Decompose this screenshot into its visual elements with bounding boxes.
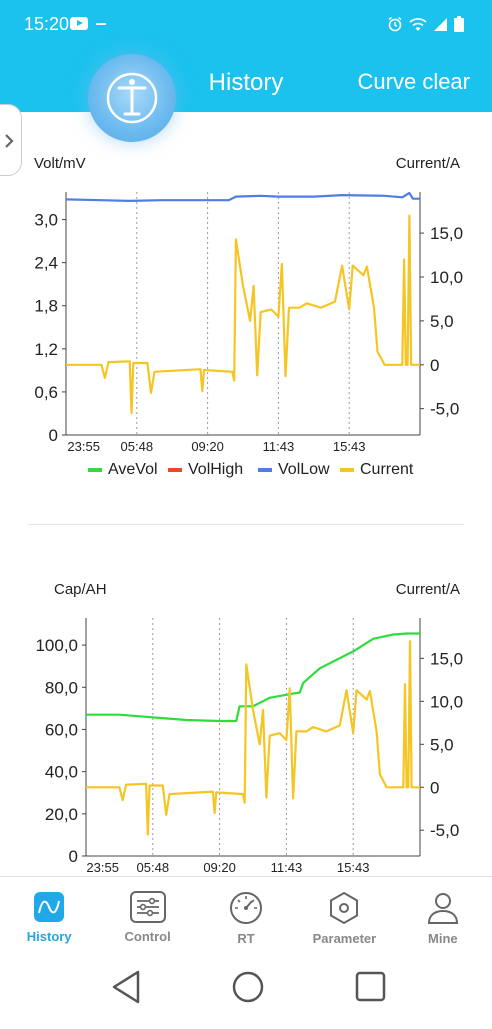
person-icon [427,893,458,924]
y2-tick-label: 15,0 [430,649,463,668]
y-tick-label: 1,8 [34,297,58,316]
nav-label-parameter: Parameter [312,931,377,946]
y-tick-label: 1,2 [34,340,58,359]
status-bar: 15:20 [0,0,492,52]
youtube-icon [70,17,88,30]
legend-label: VolLow [278,461,330,478]
hexagon-nut-icon [330,891,359,925]
legend-swatch [168,468,182,472]
x-tick-label: 15:43 [337,860,370,875]
legend-swatch [258,468,272,472]
series-line-avevol [86,632,420,723]
y-axis-label: Volt/mV [34,155,86,172]
home-icon[interactable] [232,971,264,1003]
legend-label: Current [360,461,414,478]
y2-tick-label: 5,0 [430,312,454,331]
x-tick-label: 09:20 [191,439,224,454]
y-tick-label: 3,0 [34,211,58,230]
nav-label-history: History [26,929,72,944]
y-axis-label: Cap/AH [54,581,107,598]
nav-history[interactable]: History [0,877,98,956]
y2-tick-label: 15,0 [430,224,463,243]
nav-control[interactable]: Control [98,877,196,956]
y-tick-label: 0 [69,847,78,866]
status-time: 15:20 [24,14,70,34]
recents-icon[interactable] [355,971,386,1002]
voltage-current-chart: Volt/mV Current/A 0 0,6 1,2 1,8 2,4 3,0 -5,0 0 5,0… [0,140,492,500]
x-tick-label: 09:20 [203,860,236,875]
sliders-icon [129,891,166,923]
system-nav-svg [112,970,386,1004]
nav-label-rt: RT [237,931,255,946]
wifi-icon [409,17,427,31]
gauge-icon [230,892,263,924]
wave-icon [34,892,65,922]
x-tick-label: 11:43 [271,860,303,875]
x-tick-label: 15:43 [333,439,366,454]
y-tick-label: 0 [49,426,58,445]
logo-figure-icon [106,72,158,124]
signal-icon [434,17,447,31]
battery-icon [454,16,464,32]
nav-label-mine: Mine [428,931,458,946]
page-title: History [208,69,284,96]
y-tick-label: 60,0 [45,720,78,739]
capacity-chart-svg: Cap/AH Current/A 0 20,0 40,0 60,0 80,0 100,0 -5,… [35,581,463,875]
app-logo [88,54,176,142]
series-line-vollow [65,191,420,203]
y-tick-label: 100,0 [35,636,78,655]
notification-dash-icon [96,23,106,25]
x-tick-label: 11:43 [263,439,295,454]
x-tick-label: 23:55 [86,860,119,875]
legend-swatch [88,468,102,472]
curve-clear-button[interactable]: Curve clear [357,69,470,94]
status-icons [387,16,464,32]
y2-tick-label: 0 [430,778,439,797]
y2-axis-label: Current/A [396,581,460,598]
x-tick-label: 23:55 [67,439,100,454]
chevron-right-icon [5,134,14,148]
legend-label: AveVol [108,461,158,478]
bottom-nav: History Control RT Parameter [0,876,492,956]
nav-label-control: Control [124,929,171,944]
nav-rt[interactable]: RT [197,877,295,956]
y2-tick-label: 5,0 [430,735,454,754]
capacity-current-chart: Cap/AH Current/A 0 20,0 40,0 60,0 80,0 100,0 -5,… [0,566,492,876]
y-tick-label: 40,0 [45,763,78,782]
series-line-current [86,640,420,836]
y-tick-label: 2,4 [34,254,58,273]
legend-swatch [340,468,354,472]
system-nav [0,956,492,1024]
y2-tick-label: 10,0 [430,692,463,711]
series-line-current [66,214,420,415]
y-tick-label: 80,0 [45,678,78,697]
voltage-chart-svg: Volt/mV Current/A 0 0,6 1,2 1,8 2,4 3,0 -5,0 0 5,0… [34,155,463,478]
alarm-icon [388,16,402,32]
legend-label: VolHigh [188,461,243,478]
side-drawer-handle[interactable] [0,104,22,176]
x-tick-label: 05:48 [137,860,170,875]
y2-tick-label: -5,0 [430,400,459,419]
nav-mine[interactable]: Mine [394,877,492,956]
y2-tick-label: 0 [430,356,439,375]
chart-divider [28,524,464,525]
back-icon[interactable] [112,970,140,1004]
app-header: History Curve clear [0,52,492,112]
y2-tick-label: -5,0 [430,821,459,840]
x-tick-label: 05:48 [121,439,154,454]
y-tick-label: 0,6 [34,383,58,402]
y2-tick-label: 10,0 [430,268,463,287]
y2-axis-label: Current/A [396,155,460,172]
nav-parameter[interactable]: Parameter [295,877,393,956]
y-tick-label: 20,0 [45,805,78,824]
